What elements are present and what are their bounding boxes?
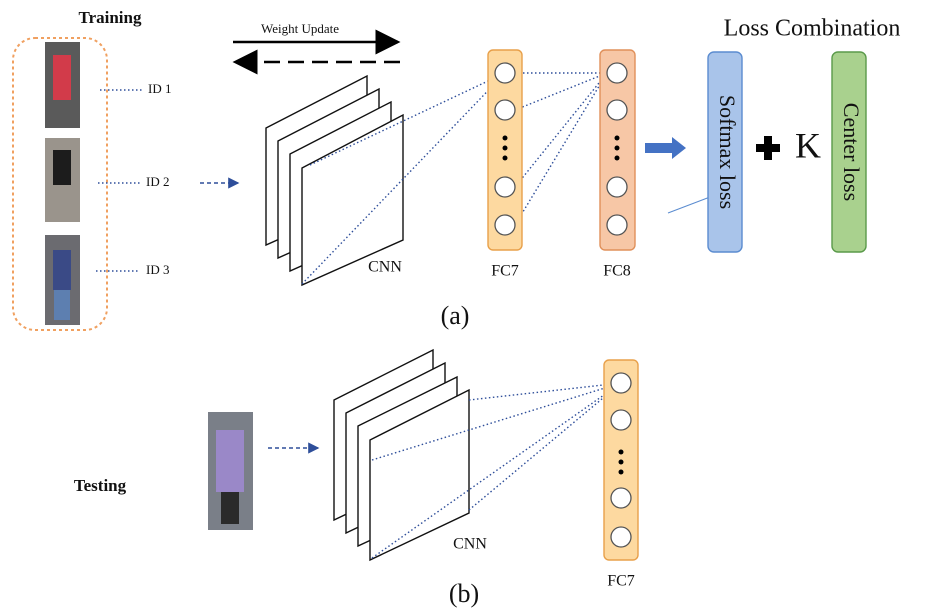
training-title: Training [79,8,142,27]
softmax-label: Softmax loss [715,95,740,209]
cnn-label: CNN [368,259,402,276]
caption: (b) [449,579,479,608]
plus-sign [756,136,780,160]
cnn-stack [334,350,469,560]
id-label: ID 3 [146,262,169,277]
id-label: ID 2 [146,174,169,189]
fc7-label: FC7 [491,263,519,280]
weight-update-label: Weight Update [261,21,339,36]
pointer-line [668,197,710,213]
cnn-label: CNN [453,536,487,553]
id-label: ID 1 [148,81,171,96]
k-label: K [795,125,821,165]
center-label: Center loss [839,103,864,201]
person-images [45,42,80,325]
fc8-label: FC8 [603,263,631,280]
loss-title: Loss Combination [724,16,901,42]
cnn-stack [266,76,403,285]
test-person-image [208,412,253,530]
id-links [96,90,142,271]
fc7-label: FC7 [607,573,635,590]
diagram: Training ID 1 ID 2 ID 3 Weight Update CN… [0,0,930,611]
testing-title: Testing [74,476,127,495]
to-loss-arrow [645,137,686,159]
caption: (a) [441,301,470,330]
